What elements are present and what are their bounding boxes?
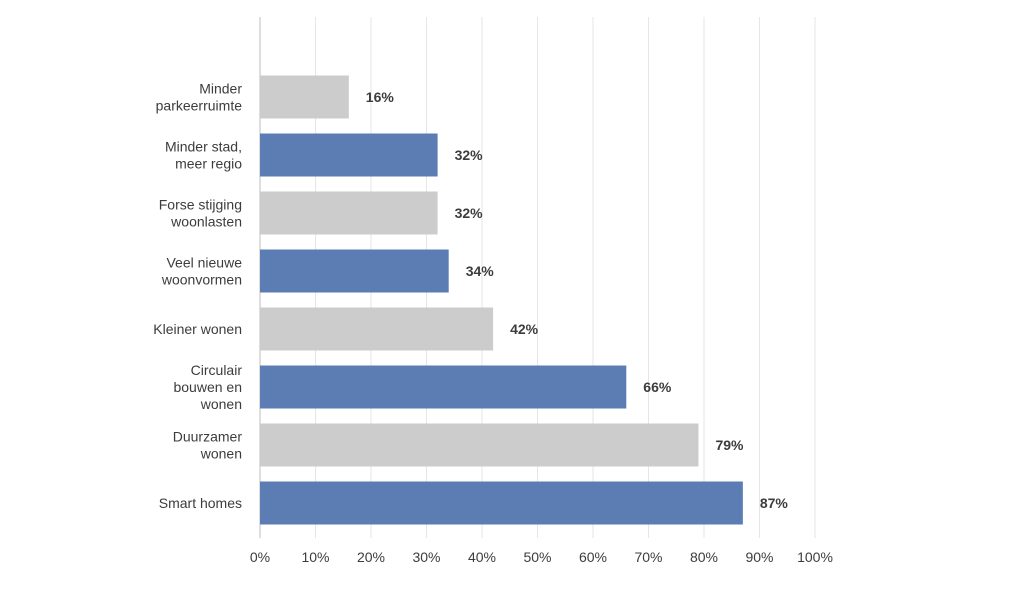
data-label: 32% — [455, 205, 484, 221]
x-tick-label: 50% — [523, 549, 551, 565]
x-tick-label: 100% — [797, 549, 833, 565]
bar — [260, 365, 627, 409]
category-label-line: wonen — [200, 446, 242, 462]
x-tick-label: 70% — [634, 549, 662, 565]
x-tick-label: 80% — [690, 549, 718, 565]
x-tick-label: 90% — [745, 549, 773, 565]
data-label: 34% — [466, 263, 495, 279]
data-label: 32% — [455, 147, 484, 163]
bar — [260, 481, 743, 525]
category-label-line: Veel nieuwe — [166, 255, 242, 271]
x-tick-label: 0% — [250, 549, 270, 565]
category-label-line: Smart homes — [159, 495, 242, 511]
bar — [260, 191, 438, 235]
category-label: Duurzamer wonen — [173, 429, 243, 462]
bars — [260, 75, 743, 525]
category-label-line: Circulair — [191, 362, 243, 378]
bar — [260, 75, 349, 119]
category-label-line: Forse stijging — [159, 197, 242, 213]
x-axis-ticks: 0% 10% 20% 30% 40% 50% 60% 70% 80% 90% 100% — [250, 549, 833, 565]
data-label: 66% — [643, 379, 672, 395]
x-tick-label: 10% — [301, 549, 329, 565]
data-label: 79% — [715, 437, 744, 453]
category-label: Veel nieuwe woonvormen — [161, 255, 242, 288]
category-label-line: wonen — [200, 396, 242, 412]
category-label-line: parkeerruimte — [156, 98, 243, 114]
bar — [260, 423, 699, 467]
data-label: 87% — [760, 495, 789, 511]
category-label-line: bouwen en — [173, 379, 242, 395]
data-label: 42% — [510, 321, 539, 337]
category-label: Minder stad, meer regio — [165, 139, 242, 172]
bar — [260, 249, 449, 293]
x-tick-label: 30% — [412, 549, 440, 565]
category-labels: Minder parkeerruimte Minder stad, meer regi… — [153, 81, 242, 512]
category-label: Kleiner wonen — [153, 321, 242, 337]
value-labels: 16% 32% 32% 34% 42% 66% 79% 87% — [366, 89, 789, 511]
category-label: Forse stijging woonlasten — [159, 197, 242, 230]
x-tick-label: 40% — [468, 549, 496, 565]
bar — [260, 307, 494, 351]
category-label-line: Minder stad, — [165, 139, 242, 155]
data-label: 16% — [366, 89, 395, 105]
category-label: Smart homes — [159, 495, 242, 511]
category-label: Minder parkeerruimte — [156, 81, 243, 114]
category-label-line: Minder — [199, 81, 242, 97]
x-tick-label: 20% — [357, 549, 385, 565]
category-label-line: woonvormen — [161, 272, 242, 288]
category-label-line: Duurzamer — [173, 429, 243, 445]
category-label-line: woonlasten — [170, 214, 242, 230]
bar — [260, 133, 438, 177]
category-label-line: meer regio — [175, 156, 242, 172]
category-label: Circulair bouwen en wonen — [173, 362, 242, 412]
x-tick-label: 60% — [579, 549, 607, 565]
category-label-line: Kleiner wonen — [153, 321, 242, 337]
